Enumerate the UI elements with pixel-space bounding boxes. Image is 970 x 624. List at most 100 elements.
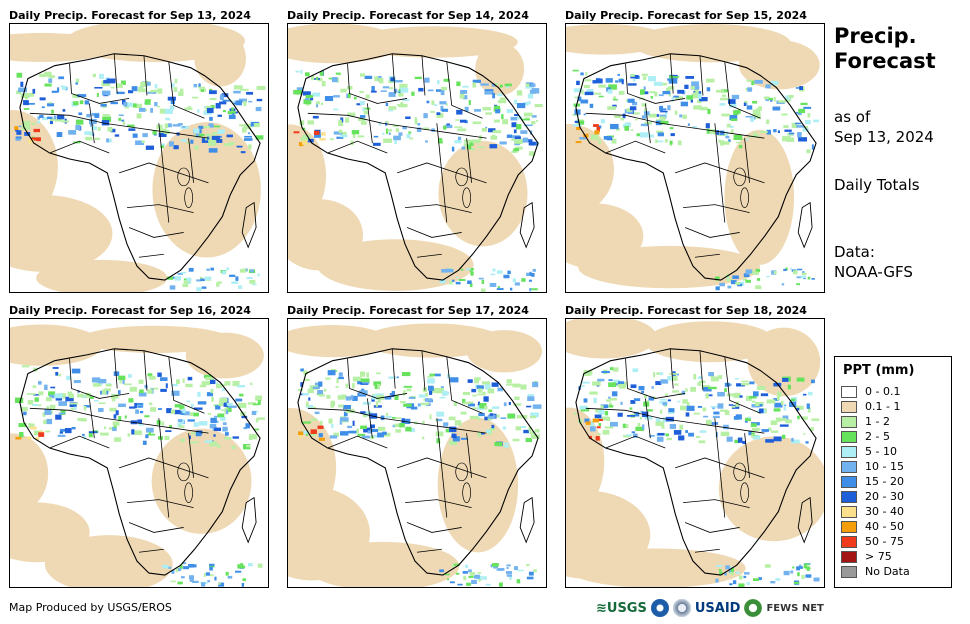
precip-cell xyxy=(101,120,110,126)
legend-title: PPT (mm) xyxy=(843,363,915,378)
legend-swatch xyxy=(841,565,857,578)
precip-cell xyxy=(746,138,749,141)
precip-cell xyxy=(669,140,673,145)
precip-cell xyxy=(529,271,532,276)
precip-cell xyxy=(811,379,815,384)
precip-cell xyxy=(137,405,143,408)
precip-cell xyxy=(728,566,735,569)
precip-cell xyxy=(206,392,214,397)
precip-cell xyxy=(106,389,111,391)
precip-cell xyxy=(233,85,243,90)
precip-cell xyxy=(388,92,396,97)
precip-cell xyxy=(796,407,800,411)
precip-cell xyxy=(658,94,664,97)
legend-item: 20 - 30 xyxy=(841,489,951,504)
precip-cell xyxy=(56,132,63,138)
precip-cell xyxy=(736,283,743,287)
precip-cell xyxy=(443,78,450,82)
precip-cell xyxy=(483,396,489,402)
precip-cell xyxy=(235,398,243,402)
precip-cell xyxy=(493,105,501,109)
precip-cell xyxy=(61,120,69,123)
precip-cell xyxy=(667,105,671,111)
precip-cell xyxy=(118,114,124,117)
precip-cell xyxy=(617,383,627,387)
precip-cell xyxy=(48,78,53,83)
legend-label: 20 - 30 xyxy=(865,490,904,503)
precip-cell xyxy=(686,405,695,411)
precip-cell xyxy=(55,371,59,376)
precip-cell xyxy=(457,136,462,142)
precip-cell xyxy=(801,416,808,420)
precip-cell xyxy=(506,379,512,384)
precip-cell xyxy=(791,122,798,129)
country-border xyxy=(128,522,184,533)
precip-cell xyxy=(302,393,310,396)
country-border xyxy=(683,499,750,508)
precip-cell xyxy=(721,113,730,117)
precip-cell xyxy=(643,76,647,80)
precip-cell xyxy=(613,379,621,383)
precip-cell xyxy=(665,433,669,437)
precip-cell xyxy=(685,388,688,392)
precip-cell xyxy=(198,421,208,426)
precip-cell xyxy=(423,127,430,130)
precip-cell xyxy=(660,379,669,384)
precip-cell xyxy=(507,413,516,419)
precip-cell xyxy=(665,111,668,116)
precip-cell xyxy=(170,99,175,105)
precip-cell xyxy=(648,75,657,82)
precip-cell xyxy=(201,286,207,289)
precip-cell xyxy=(300,69,303,74)
precip-cell xyxy=(779,418,787,422)
precip-cell xyxy=(159,108,167,114)
precip-cell xyxy=(357,433,366,437)
precip-cell xyxy=(318,433,323,438)
precip-cell xyxy=(178,91,184,97)
precip-cell xyxy=(642,424,645,430)
precip-cell xyxy=(697,382,702,386)
precip-cell xyxy=(317,132,320,138)
precip-cell xyxy=(619,385,626,389)
precip-cell xyxy=(525,83,530,87)
precip-cell xyxy=(660,82,668,86)
precip-cell xyxy=(150,387,159,390)
precip-cell xyxy=(472,121,482,125)
precip-cell xyxy=(746,581,750,585)
precip-cell xyxy=(221,270,226,275)
precip-cell xyxy=(310,97,314,101)
dry-area xyxy=(305,541,460,587)
precip-cell xyxy=(632,368,638,373)
precip-cell xyxy=(472,79,481,83)
precip-cell xyxy=(209,97,217,101)
precip-cell xyxy=(81,395,88,399)
precip-cell xyxy=(60,85,64,87)
precip-cell xyxy=(254,428,259,431)
precip-cell xyxy=(18,87,27,93)
precip-cell xyxy=(782,415,789,420)
precip-cell xyxy=(451,146,455,152)
country-border xyxy=(127,499,194,508)
legend-item: 50 - 75 xyxy=(841,534,951,549)
precip-cell xyxy=(144,415,150,418)
heavy-precip-cell xyxy=(318,437,326,441)
precip-cell xyxy=(531,120,536,125)
precip-cell xyxy=(578,385,585,387)
precip-cell xyxy=(395,429,402,433)
precip-cell xyxy=(197,401,207,405)
precip-cell xyxy=(44,409,52,415)
precip-cell xyxy=(303,99,312,105)
precip-cell xyxy=(629,106,637,111)
precip-cell xyxy=(724,410,730,416)
precip-cell xyxy=(448,416,456,421)
lake-outline xyxy=(462,482,471,503)
precip-cell xyxy=(641,411,649,418)
precip-cell xyxy=(78,112,83,116)
precip-cell xyxy=(440,386,444,388)
precip-cell xyxy=(329,138,334,141)
precip-cell xyxy=(42,412,46,417)
precip-cell xyxy=(182,408,186,414)
precip-cell xyxy=(460,89,468,94)
precip-cell xyxy=(738,575,743,580)
coastline xyxy=(19,348,261,576)
